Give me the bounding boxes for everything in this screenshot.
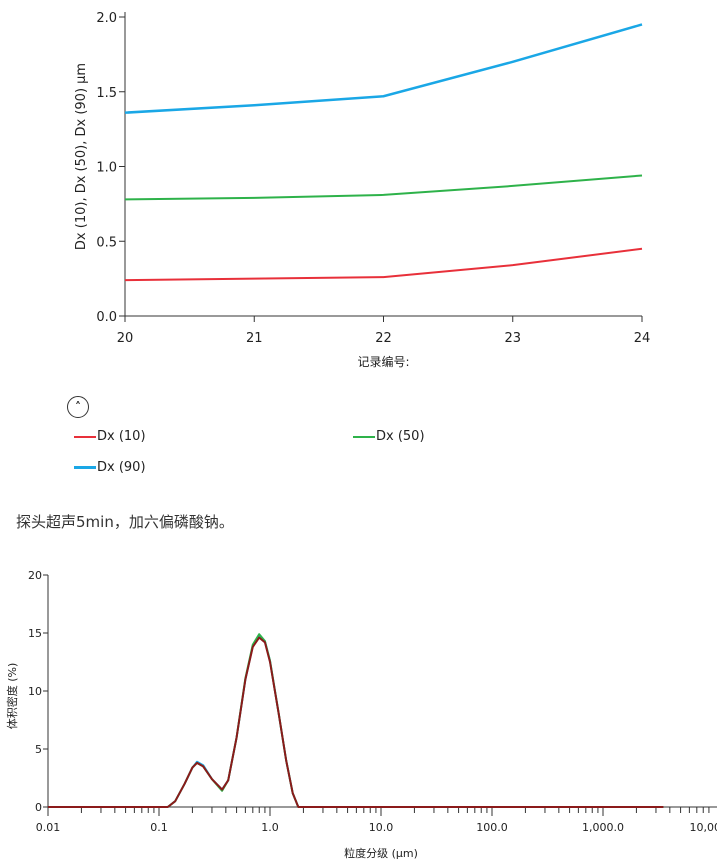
x-tick-label: 23 [504,331,521,346]
x-tick-label: 0.01 [36,821,61,834]
series-line-Dx10 [124,247,643,282]
y-axis-label: 体积密度 (%) [5,663,19,730]
dx-trend-chart: 0.0 0.5 1.0 1.5 2.0 20 21 22 23 24 记录编号: Dx (10), D… [74,11,651,369]
legend-item-dx10: Dx (10) [74,429,146,444]
legend-swatch [74,435,96,438]
series-line-Dx90 [124,23,643,114]
x-tick-label: 21 [246,331,263,346]
size-distribution-chart: 0 5 10 15 20 0.01 0.1 1.0 10.0 100.0 1,000.0 10,000… [5,569,717,860]
legend-label: Dx (50) [376,429,425,444]
chevron-up-icon: ˄ [75,400,81,414]
x-axis-label: 记录编号: [357,354,409,369]
x-tick-label: 22 [375,331,392,346]
x-axis-label: 粒度分级 (μm) [344,846,418,860]
x-tick-label: 0.1 [150,821,168,834]
y-tick-label: 15 [28,627,42,640]
y-tick-label: 0 [35,801,42,814]
legend-label: Dx (10) [97,429,146,444]
x-tick-label: 1,000.0 [582,821,624,834]
legend-item-dx90: Dx (90) [74,460,146,475]
y-tick-label: 5 [35,743,42,756]
series-line-Dx50 [124,174,643,201]
legend-item-dx50: Dx (50) [353,429,425,444]
y-tick-label: 10 [28,685,42,698]
y-tick-label: 1.0 [96,161,117,176]
legend-swatch [353,435,375,438]
distribution-line-2 [48,633,664,808]
x-tick-label: 100.0 [476,821,508,834]
x-tick-label: 10,000.0 [690,821,717,834]
distribution-line-1 [48,634,664,808]
x-tick-label: 1.0 [261,821,279,834]
y-tick-label: 1.5 [96,86,117,101]
y-axis-label: Dx (10), Dx (50), Dx (90) μm [74,63,89,250]
distribution-line-3 [48,636,664,808]
y-tick-label: 20 [28,569,42,582]
legend-swatch [74,466,96,469]
caption-paragraph: 探头超声5min，加六偏磷酸钠。 [16,513,234,531]
y-tick-label: 0.5 [96,235,117,250]
legend-collapse-button[interactable]: ˄ [67,396,89,418]
legend-label: Dx (90) [97,460,146,475]
x-tick-label: 20 [117,331,134,346]
y-tick-label: 2.0 [96,11,117,26]
x-tick-label: 24 [634,331,651,346]
x-tick-label: 10.0 [369,821,394,834]
y-tick-label: 0.0 [96,310,117,325]
